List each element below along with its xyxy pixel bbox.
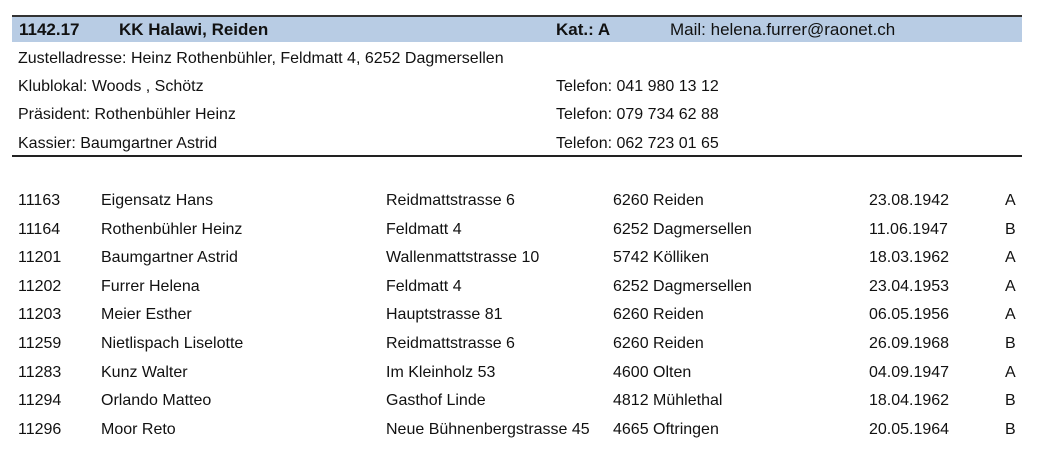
member-street: Im Kleinholz 53 — [386, 363, 496, 381]
member-city: 6260 Reiden — [613, 192, 704, 209]
member-city: 6252 Dagmersellen — [613, 220, 752, 238]
member-id: 11294 — [18, 392, 62, 410]
member-category: B — [1005, 392, 1016, 410]
member-id: 11283 — [18, 363, 62, 381]
club-name: KK Halawi, Reiden — [119, 20, 269, 39]
member-id: 11259 — [18, 335, 62, 352]
member-row: 11203 Meier Esther Hauptstrasse 81 6260 Rei… — [0, 306, 1047, 334]
member-birthdate: 04.09.1947 — [869, 363, 950, 381]
member-name: Eigensatz Hans — [101, 192, 214, 209]
member-category: A — [1005, 277, 1016, 295]
member-row: 11201 Baumgartner Astrid Wallenmattstrasse… — [0, 249, 1047, 277]
member-birthdate: 23.08.1942 — [869, 192, 950, 209]
member-birthdate: 20.05.1964 — [869, 420, 950, 438]
member-name: Furrer Helena — [101, 277, 200, 295]
member-id: 11164 — [18, 220, 61, 238]
member-name: Nietlispach Liselotte — [101, 335, 244, 352]
member-street: Wallenmattstrasse 10 — [386, 249, 540, 267]
member-city: 6260 Reiden — [613, 335, 704, 352]
member-id: 11201 — [18, 249, 62, 267]
member-row: 11202 Furrer Helena Feldmatt 4 6252 Dagmers… — [0, 278, 1047, 306]
member-row: 11294 Orlando Matteo Gasthof Linde 4812 Müh… — [0, 392, 1047, 420]
member-category: A — [1005, 306, 1016, 324]
member-street: Reidmattstrasse 6 — [386, 192, 515, 209]
member-city: 5742 Kölliken — [613, 249, 710, 267]
treasurer: Kassier: Baumgartner Astrid — [18, 135, 218, 152]
member-name: Kunz Walter — [101, 363, 188, 381]
member-birthdate: 06.05.1956 — [869, 306, 950, 324]
member-category: A — [1005, 363, 1016, 381]
member-category: B — [1005, 420, 1016, 438]
member-row: 11259 Nietlispach Liselotte Reidmattstrass… — [0, 335, 1047, 363]
member-name: Orlando Matteo — [101, 392, 212, 410]
header-divider — [12, 155, 1022, 157]
member-id: 11203 — [18, 306, 62, 324]
member-id: 11202 — [18, 277, 62, 295]
club-category: Kat.: A — [556, 20, 611, 39]
president: Präsident: Rothenbühler Heinz — [18, 106, 236, 123]
member-street: Feldmatt 4 — [386, 277, 462, 295]
member-name: Moor Reto — [101, 420, 176, 438]
delivery-address: Zustelladresse: Heinz Rothenbühler, Feld… — [18, 50, 504, 67]
member-name: Meier Esther — [101, 306, 192, 324]
member-row: 11164 Rothenbühler Heinz Feldmatt 4 6252 Da… — [0, 221, 1047, 249]
member-category: A — [1005, 192, 1016, 209]
member-row: 11296 Moor Reto Neue Bühnenbergstrasse 45 4… — [0, 421, 1047, 449]
member-street: Hauptstrasse 81 — [386, 306, 503, 324]
member-street: Neue Bühnenbergstrasse 45 — [386, 420, 590, 438]
club-mail: Mail: helena.furrer@raonet.ch — [670, 20, 896, 39]
club-header-bar: 1142.17 KK Halawi, Reiden Kat.: A Mail: … — [12, 15, 1022, 42]
member-street: Gasthof Linde — [386, 392, 486, 410]
venue-phone: Telefon: 041 980 13 12 — [556, 78, 719, 95]
member-city: 6260 Reiden — [613, 306, 704, 324]
member-category: B — [1005, 220, 1016, 238]
member-name: Rothenbühler Heinz — [101, 220, 243, 238]
member-category: B — [1005, 335, 1016, 352]
member-id: 11296 — [18, 420, 62, 438]
member-name: Baumgartner Astrid — [101, 249, 238, 267]
member-city: 4665 Oftringen — [613, 420, 719, 438]
treasurer-phone: Telefon: 062 723 01 65 — [556, 135, 719, 152]
member-birthdate: 23.04.1953 — [869, 277, 950, 295]
club-number: 1142.17 — [19, 20, 80, 39]
member-birthdate: 11.06.1947 — [869, 220, 948, 238]
member-city: 4600 Olten — [613, 363, 692, 381]
member-street: Feldmatt 4 — [386, 220, 462, 238]
president-phone: Telefon: 079 734 62 88 — [556, 106, 719, 123]
member-street: Reidmattstrasse 6 — [386, 335, 515, 352]
club-venue: Klublokal: Woods , Schötz — [18, 78, 204, 95]
member-birthdate: 18.04.1962 — [869, 392, 950, 410]
member-birthdate: 18.03.1962 — [869, 249, 950, 267]
member-city: 6252 Dagmersellen — [613, 277, 752, 295]
member-row: 11283 Kunz Walter Im Kleinholz 53 4600 Olte… — [0, 364, 1047, 392]
member-city: 4812 Mühlethal — [613, 392, 723, 410]
member-category: A — [1005, 249, 1016, 267]
member-row: 11163 Eigensatz Hans Reidmattstrasse 6 6260… — [0, 192, 1047, 220]
member-birthdate: 26.09.1968 — [869, 335, 950, 352]
member-id: 11163 — [18, 192, 61, 209]
